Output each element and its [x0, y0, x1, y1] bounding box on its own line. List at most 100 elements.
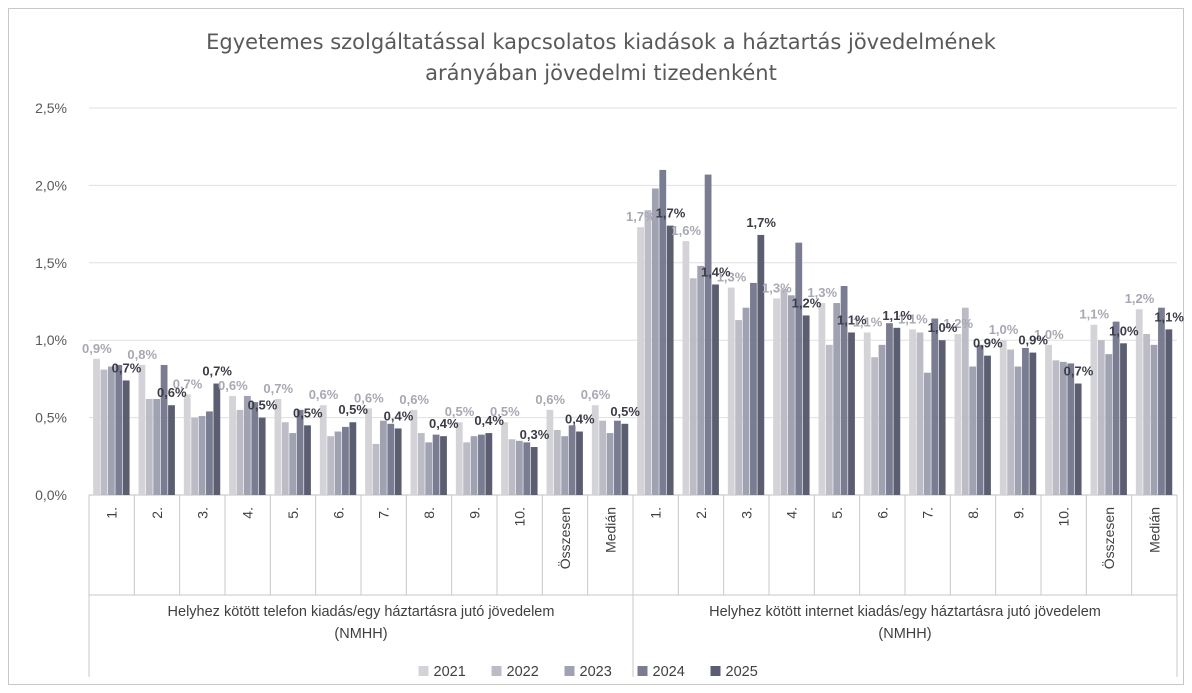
legend-label: 2021	[434, 664, 466, 680]
bar	[146, 399, 153, 495]
bar	[395, 428, 402, 495]
bar	[1151, 345, 1158, 495]
bar	[1098, 340, 1105, 495]
bar	[485, 433, 492, 495]
bar	[259, 418, 266, 495]
bar	[667, 226, 674, 495]
category-label: Összesen	[1100, 507, 1117, 569]
legend-entry: 2021	[419, 664, 466, 680]
bar	[795, 243, 802, 495]
bar	[251, 402, 258, 495]
data-label: 0,5%	[338, 402, 368, 417]
bar	[750, 283, 757, 495]
y-tick-label: 0,5%	[35, 410, 67, 426]
data-label: 1,0%	[1109, 323, 1139, 338]
bar	[697, 266, 704, 495]
data-label: 1,1%	[1154, 309, 1184, 324]
bar	[864, 332, 871, 495]
bar	[199, 416, 206, 495]
bar	[984, 356, 991, 495]
bar	[819, 303, 826, 495]
bar	[969, 367, 976, 495]
category-label: 10.	[512, 507, 528, 526]
bar	[781, 289, 788, 495]
y-tick-label: 2,5%	[35, 100, 67, 116]
bar	[569, 425, 576, 495]
data-label: 1,7%	[626, 209, 656, 224]
category-label: 8.	[421, 507, 437, 519]
bar	[229, 396, 236, 495]
category-label: Medián	[1146, 507, 1162, 553]
legend-entry: 2023	[565, 664, 612, 680]
data-label: 0,6%	[535, 392, 565, 407]
bar	[342, 427, 349, 495]
bar	[826, 345, 833, 495]
data-label: 1,2%	[792, 295, 822, 310]
bar	[645, 210, 652, 495]
group-label: Helyhez kötött telefon kiadás/egy háztar…	[168, 604, 555, 620]
bar	[206, 411, 213, 495]
category-label: 8.	[965, 507, 981, 519]
y-tick-label: 2,0%	[35, 177, 67, 193]
bar	[599, 421, 606, 495]
bar	[917, 332, 924, 495]
bar	[576, 432, 583, 495]
group-label: (NMHH)	[878, 626, 931, 642]
legend-swatch	[638, 666, 648, 676]
bar	[909, 329, 916, 495]
bar	[1120, 343, 1127, 495]
data-label: 0,7%	[112, 360, 142, 375]
legend-label: 2023	[580, 664, 612, 680]
data-label: 1,1%	[837, 312, 867, 327]
bar	[380, 421, 387, 495]
bar	[1105, 354, 1112, 495]
bar	[456, 422, 463, 495]
category-label: 7.	[920, 507, 936, 519]
bar	[282, 422, 289, 495]
category-label: 10.	[1056, 507, 1072, 526]
data-label: 0,6%	[309, 387, 339, 402]
category-label: Összesen	[556, 507, 573, 569]
bar	[1067, 363, 1074, 495]
bar	[509, 439, 516, 495]
chart-frame: Egyetemes szolgáltatással kapcsolatos ki…	[8, 8, 1184, 685]
bar	[886, 323, 893, 495]
bar	[335, 432, 342, 495]
bar	[879, 345, 886, 495]
data-label: 0,6%	[399, 392, 429, 407]
data-label: 0,5%	[293, 405, 323, 420]
bar	[614, 421, 621, 495]
chart-title-line: Egyetemes szolgáltatással kapcsolatos ki…	[206, 30, 997, 54]
category-label: 4.	[784, 507, 800, 519]
x-axis: 1. 2. 3. 4. 5. 6. 7. 8. 9. 10. Összesen Medián 1. 2. 3…	[89, 495, 1177, 677]
bar	[1029, 353, 1036, 495]
data-label: 1,7%	[656, 206, 686, 221]
data-label: 0,4%	[565, 412, 595, 427]
bar	[108, 367, 115, 495]
bar	[275, 399, 282, 495]
bar	[115, 365, 122, 495]
category-label: 9.	[466, 507, 482, 519]
y-tick-label: 0,0%	[35, 487, 67, 503]
bar	[387, 424, 394, 495]
bar	[327, 436, 334, 495]
data-label: 0,7%	[202, 364, 232, 379]
bar	[1060, 362, 1067, 495]
legend-swatch	[419, 666, 429, 676]
group-label: Helyhez kötött internet kiadás/egy házta…	[709, 604, 1101, 620]
bar	[833, 303, 840, 495]
bar	[931, 319, 938, 495]
legend-label: 2025	[726, 664, 758, 680]
bar	[297, 410, 304, 495]
data-label: 0,4%	[474, 413, 504, 428]
bar	[773, 298, 780, 495]
bar	[153, 399, 160, 495]
bar	[289, 433, 296, 495]
bar	[1158, 308, 1165, 495]
data-label: 0,7%	[1064, 364, 1094, 379]
bar	[743, 308, 750, 495]
category-label: 5.	[829, 507, 845, 519]
data-label: 1,2%	[1125, 291, 1155, 306]
bar	[425, 442, 432, 495]
bar	[735, 320, 742, 495]
